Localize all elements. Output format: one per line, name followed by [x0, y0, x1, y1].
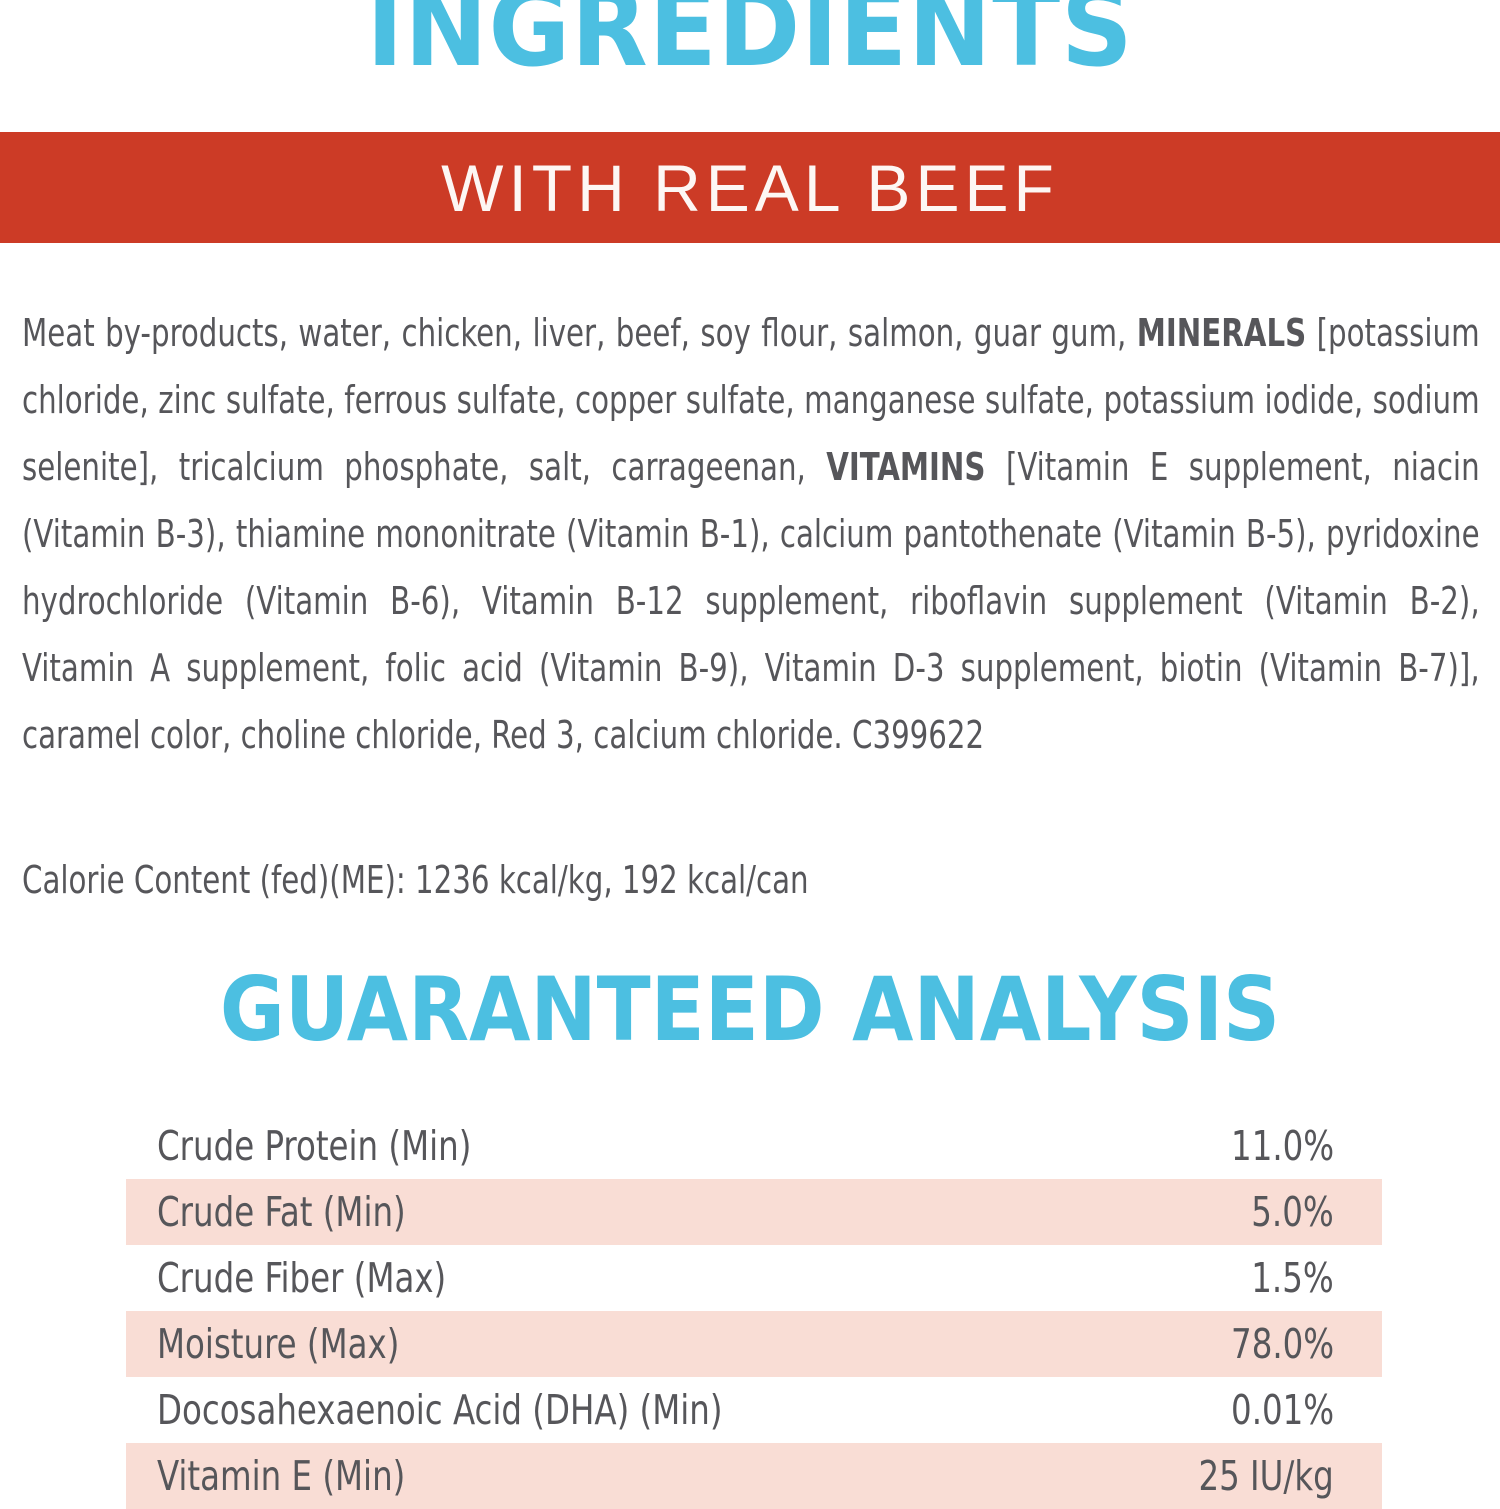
table-row: Crude Fat (Min) 5.0% — [126, 1179, 1382, 1245]
table-row: Docosahexaenoic Acid (DHA) (Min) 0.01% — [126, 1377, 1382, 1443]
ingredients-bold-run: MINERALS — [1136, 311, 1307, 356]
nutrient-label: Crude Protein (Min) — [157, 1122, 472, 1170]
nutrient-value: 1.5% — [1251, 1254, 1334, 1302]
page-title-guaranteed-analysis: GUARANTEED ANALYSIS — [219, 958, 1281, 1061]
ingredients-text-run: [potassium chloride, zinc sulfate, ferro… — [22, 311, 1480, 490]
table-row: Moisture (Max) 78.0% — [126, 1311, 1382, 1377]
guaranteed-analysis-table: Crude Protein (Min) 11.0% Crude Fat (Min) 5… — [126, 1113, 1382, 1509]
real-beef-banner-label: WITH REAL BEEF — [441, 150, 1059, 225]
table-row: Crude Protein (Min) 11.0% — [126, 1113, 1382, 1179]
calorie-content-line: Calorie Content (fed)(ME): 1236 kcal/kg,… — [22, 858, 809, 903]
nutrient-label: Moisture (Max) — [157, 1320, 400, 1368]
nutrient-value: 78.0% — [1230, 1320, 1334, 1368]
ingredients-bold-run: VITAMINS — [826, 445, 986, 490]
ingredients-text-run: [Vitamin E supplement, niacin (Vitamin B… — [22, 445, 1480, 758]
nutrient-value: 11.0% — [1230, 1122, 1334, 1170]
table-row: Crude Fiber (Max) 1.5% — [126, 1245, 1382, 1311]
ingredients-paragraph: Meat by-products, water, chicken, liver,… — [22, 300, 1480, 769]
nutrient-label: Crude Fat (Min) — [157, 1188, 406, 1236]
ingredients-text-run: Meat by-products, water, chicken, liver,… — [22, 311, 1137, 356]
nutrient-label: Crude Fiber (Max) — [157, 1254, 447, 1302]
nutrient-label: Vitamin E (Min) — [157, 1452, 406, 1500]
page-title-ingredients: INGREDIENTS — [366, 0, 1134, 91]
nutrient-value: 25 IU/kg — [1198, 1452, 1334, 1500]
nutrient-value: 0.01% — [1230, 1386, 1334, 1434]
nutrient-label: Docosahexaenoic Acid (DHA) (Min) — [157, 1386, 723, 1434]
table-row: Vitamin E (Min) 25 IU/kg — [126, 1443, 1382, 1509]
nutrient-value: 5.0% — [1251, 1188, 1334, 1236]
real-beef-banner: WITH REAL BEEF — [0, 132, 1500, 243]
